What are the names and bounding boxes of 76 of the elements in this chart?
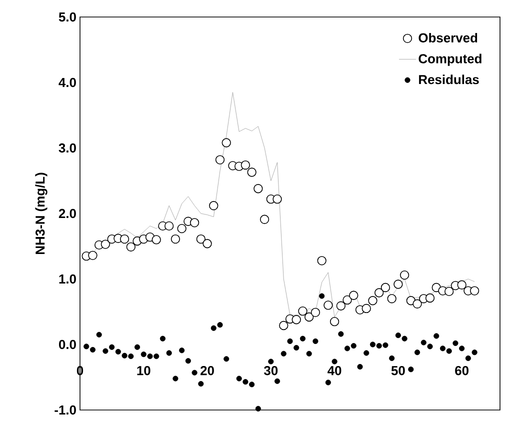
legend-label: Observed	[418, 32, 478, 42]
point	[376, 343, 382, 349]
point	[210, 325, 216, 331]
point	[140, 352, 146, 358]
point	[198, 381, 204, 387]
point	[147, 354, 153, 360]
point	[446, 348, 452, 354]
point	[364, 350, 370, 356]
x-tick-label: 50	[391, 366, 405, 376]
point	[236, 376, 242, 382]
point	[154, 354, 160, 360]
point	[389, 355, 395, 362]
point	[357, 364, 363, 370]
point	[370, 342, 376, 348]
point	[420, 340, 426, 346]
x-tick-label: 60	[455, 366, 468, 376]
point	[96, 332, 102, 338]
y-tick-label: -1.0	[54, 405, 76, 415]
point	[395, 332, 401, 338]
point	[414, 350, 420, 356]
point	[160, 336, 166, 342]
point	[172, 376, 178, 382]
point	[84, 344, 90, 350]
point	[452, 340, 458, 346]
point	[332, 358, 338, 364]
point	[294, 344, 300, 351]
point	[287, 338, 293, 344]
x-tick-label: 20	[200, 366, 214, 376]
point	[122, 352, 128, 358]
x-tick-label: 30	[264, 366, 278, 376]
point	[185, 358, 191, 364]
legend-label: Residulas	[419, 74, 479, 84]
point	[465, 355, 471, 362]
y-tick-label: 5.0	[58, 12, 76, 22]
point	[249, 382, 255, 388]
point	[109, 344, 115, 350]
point	[434, 333, 440, 339]
point	[280, 350, 286, 356]
legend-label: Computed	[418, 54, 482, 66]
point	[179, 348, 185, 354]
y-axis-title: NH3-N (mg/L)	[35, 172, 48, 254]
point	[224, 356, 230, 362]
point	[115, 348, 121, 354]
point	[350, 343, 356, 349]
point	[300, 336, 306, 342]
y-tick-label: 4.0	[58, 78, 76, 88]
point	[255, 406, 261, 412]
point	[102, 348, 108, 354]
point	[90, 346, 96, 353]
point	[344, 346, 350, 352]
point	[472, 350, 478, 356]
point	[192, 370, 198, 376]
point	[427, 344, 433, 350]
y-tick-label: 0.0	[58, 340, 76, 350]
point	[319, 293, 325, 299]
point	[312, 338, 318, 344]
point	[408, 366, 414, 372]
point	[459, 346, 465, 352]
point	[134, 344, 140, 350]
x-tick-label: 10	[137, 366, 150, 376]
y-tick-label: 1.0	[59, 274, 76, 284]
point	[274, 378, 280, 384]
point	[325, 380, 331, 386]
point	[166, 350, 172, 356]
point	[268, 358, 274, 364]
y-tick-label: 3.0	[58, 143, 76, 153]
point	[306, 350, 312, 356]
x-tick-label: 40	[328, 366, 342, 376]
point	[128, 354, 134, 360]
point	[242, 379, 248, 385]
point	[217, 322, 223, 328]
point	[402, 336, 408, 342]
point	[382, 342, 388, 348]
point	[440, 346, 446, 352]
point	[338, 331, 344, 337]
y-tick-label: 2.0	[58, 208, 76, 218]
